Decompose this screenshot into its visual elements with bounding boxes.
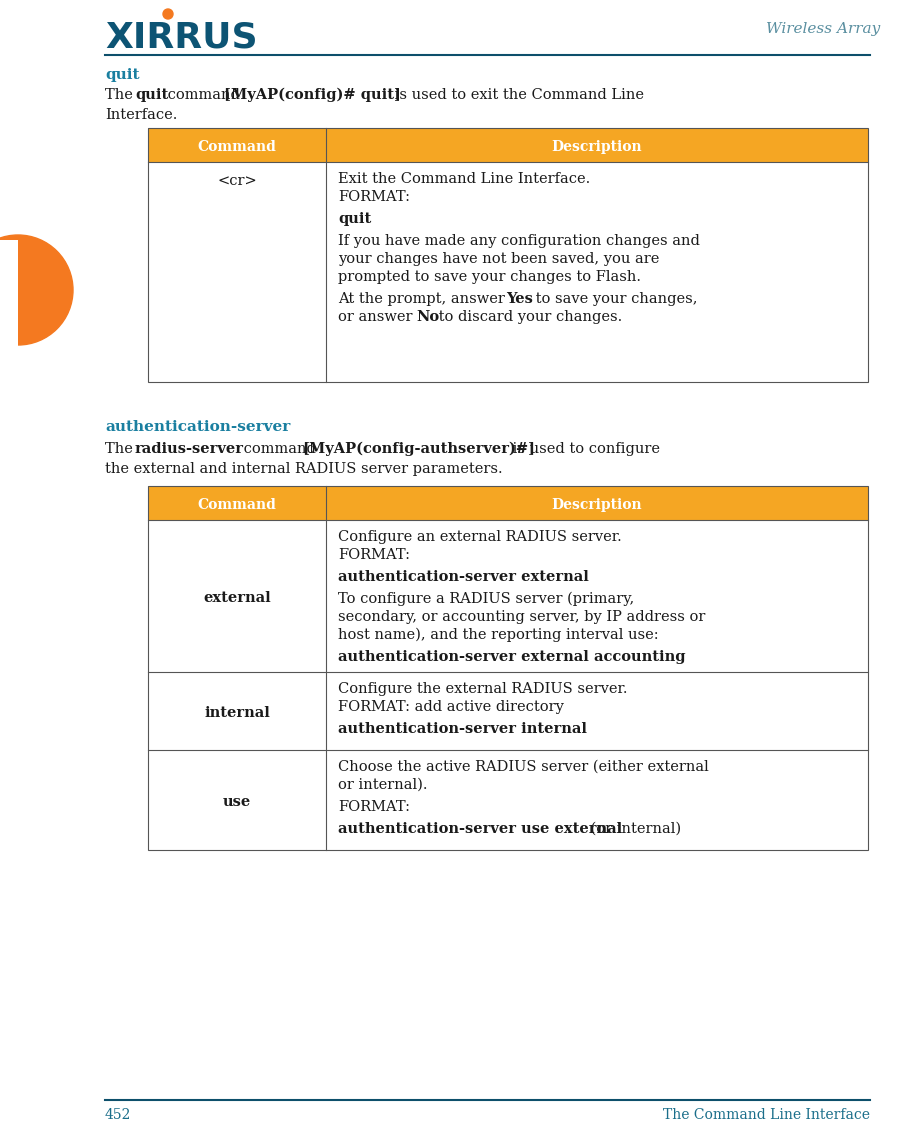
Bar — [148, 128, 868, 382]
Text: authentication-server internal: authentication-server internal — [338, 722, 587, 736]
Bar — [148, 520, 868, 850]
Text: 452: 452 — [105, 1108, 132, 1122]
Circle shape — [0, 235, 73, 346]
Text: to save your changes,: to save your changes, — [531, 292, 697, 306]
Text: FORMAT:: FORMAT: — [338, 548, 410, 562]
Text: FORMAT:: FORMAT: — [338, 190, 410, 204]
Text: secondary, or accounting server, by IP address or: secondary, or accounting server, by IP a… — [338, 610, 705, 624]
Bar — [148, 486, 868, 520]
Text: Description: Description — [551, 499, 642, 512]
Text: or answer: or answer — [338, 310, 417, 324]
Text: Command: Command — [197, 499, 277, 512]
Text: prompted to save your changes to Flash.: prompted to save your changes to Flash. — [338, 270, 641, 284]
Text: Interface.: Interface. — [105, 108, 177, 122]
Text: your changes have not been saved, you are: your changes have not been saved, you ar… — [338, 252, 660, 266]
Text: command: command — [239, 442, 321, 455]
Bar — [148, 128, 868, 162]
Text: To configure a RADIUS server (primary,: To configure a RADIUS server (primary, — [338, 593, 634, 606]
Text: authentication-server external: authentication-server external — [338, 570, 589, 583]
Text: quit: quit — [105, 68, 140, 82]
Text: Yes: Yes — [506, 292, 532, 306]
Text: host name), and the reporting interval use:: host name), and the reporting interval u… — [338, 628, 659, 642]
Text: is used to exit the Command Line: is used to exit the Command Line — [390, 88, 644, 102]
Text: (or internal): (or internal) — [586, 823, 681, 836]
Text: internal: internal — [204, 706, 270, 719]
Bar — [148, 486, 868, 850]
Text: Choose the active RADIUS server (either external: Choose the active RADIUS server (either … — [338, 760, 709, 774]
Text: The: The — [105, 442, 138, 455]
Text: authentication-server: authentication-server — [105, 420, 290, 434]
Bar — [0, 240, 18, 350]
Text: external: external — [203, 591, 271, 605]
Text: <cr>: <cr> — [217, 174, 257, 188]
Text: command: command — [163, 88, 244, 102]
Text: the external and internal RADIUS server parameters.: the external and internal RADIUS server … — [105, 462, 503, 476]
Text: FORMAT: add active directory: FORMAT: add active directory — [338, 700, 564, 714]
Text: The Command Line Interface: The Command Line Interface — [663, 1108, 870, 1122]
Text: The: The — [105, 88, 138, 102]
Text: is used to configure: is used to configure — [508, 442, 660, 455]
Text: to discard your changes.: to discard your changes. — [434, 310, 623, 324]
Text: radius-server: radius-server — [135, 442, 244, 455]
Text: If you have made any configuration changes and: If you have made any configuration chang… — [338, 235, 700, 248]
Text: use: use — [223, 795, 251, 809]
Text: Command: Command — [197, 140, 277, 154]
Text: FORMAT:: FORMAT: — [338, 800, 410, 813]
Text: Configure an external RADIUS server.: Configure an external RADIUS server. — [338, 530, 622, 544]
Text: Exit the Command Line Interface.: Exit the Command Line Interface. — [338, 172, 590, 186]
Text: quit: quit — [338, 212, 371, 225]
Bar — [148, 162, 868, 382]
Text: [MyAP(config-authserver)#]: [MyAP(config-authserver)#] — [302, 442, 535, 457]
Text: or internal).: or internal). — [338, 778, 427, 792]
Text: authentication-server use external: authentication-server use external — [338, 823, 623, 836]
Text: [MyAP(config)# quit]: [MyAP(config)# quit] — [224, 88, 401, 102]
Text: Description: Description — [551, 140, 642, 154]
Text: Wireless Array: Wireless Array — [766, 22, 880, 36]
Text: At the prompt, answer: At the prompt, answer — [338, 292, 509, 306]
Text: Configure the external RADIUS server.: Configure the external RADIUS server. — [338, 682, 627, 696]
Text: quit: quit — [135, 88, 168, 102]
Text: authentication-server external accounting: authentication-server external accountin… — [338, 650, 686, 664]
Text: No: No — [416, 310, 439, 324]
Circle shape — [163, 9, 173, 19]
Text: XIRRUS: XIRRUS — [105, 20, 258, 54]
